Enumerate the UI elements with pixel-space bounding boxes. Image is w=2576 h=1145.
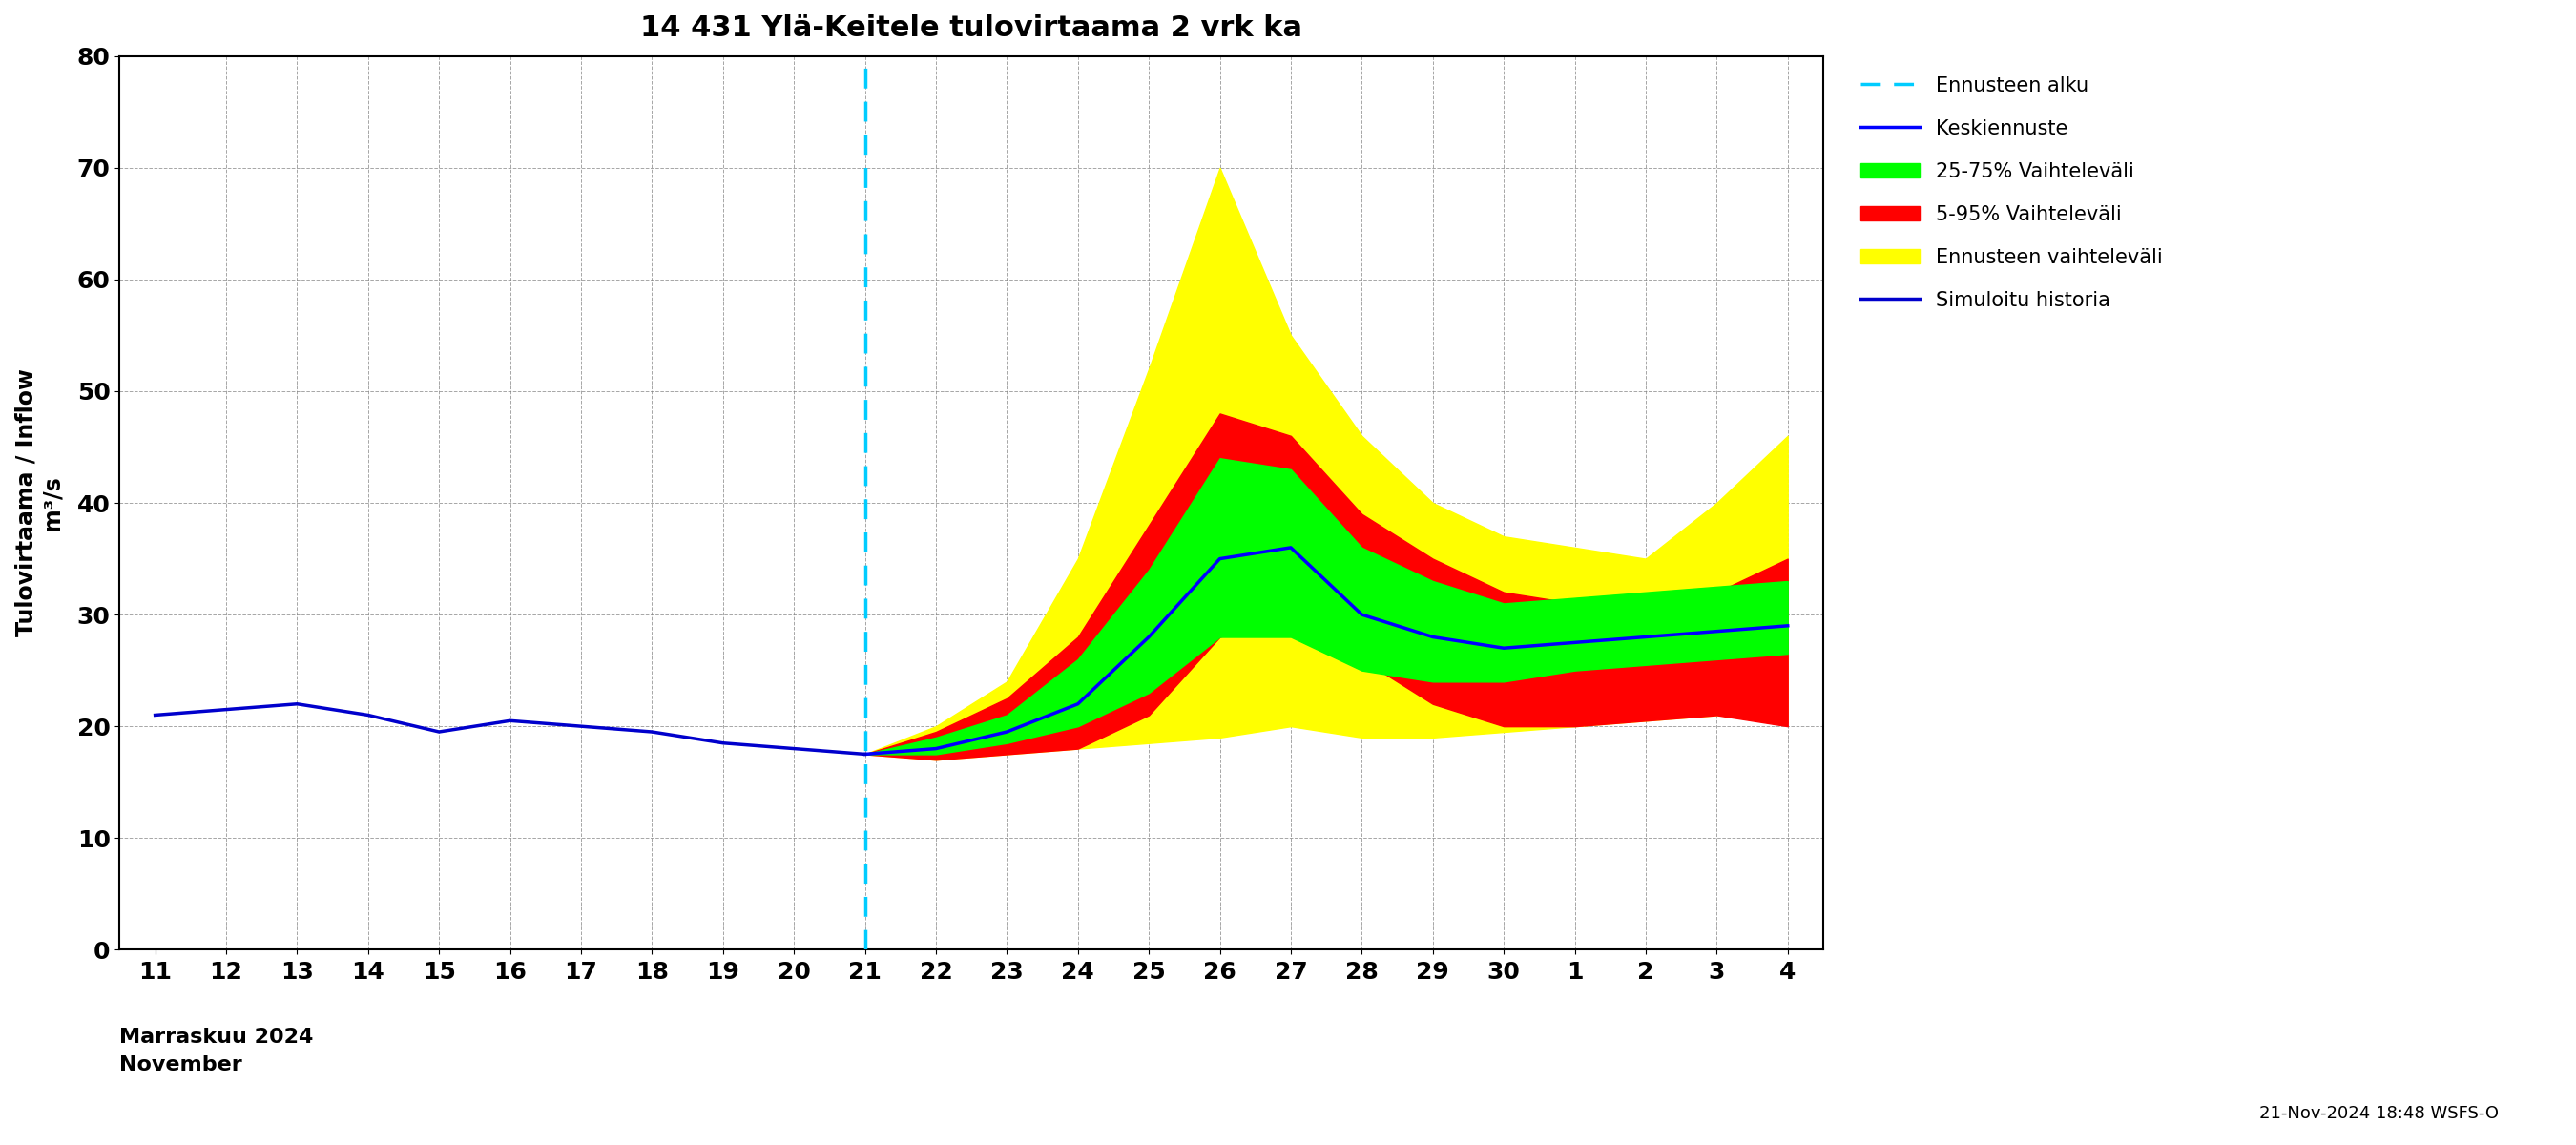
Title: 14 431 Ylä-Keitele tulovirtaama 2 vrk ka: 14 431 Ylä-Keitele tulovirtaama 2 vrk ka: [641, 14, 1303, 42]
Legend: Ennusteen alku, Keskiennuste, 25-75% Vaihteleväli, 5-95% Vaihteleväli, Ennusteen: Ennusteen alku, Keskiennuste, 25-75% Vai…: [1850, 66, 2172, 319]
Text: 21-Nov-2024 18:48 WSFS-O: 21-Nov-2024 18:48 WSFS-O: [2259, 1105, 2499, 1122]
Y-axis label: Tulovirtaama / Inflow
m³/s: Tulovirtaama / Inflow m³/s: [15, 369, 64, 637]
Text: November: November: [118, 1056, 242, 1075]
Text: Marraskuu 2024: Marraskuu 2024: [118, 1028, 314, 1047]
